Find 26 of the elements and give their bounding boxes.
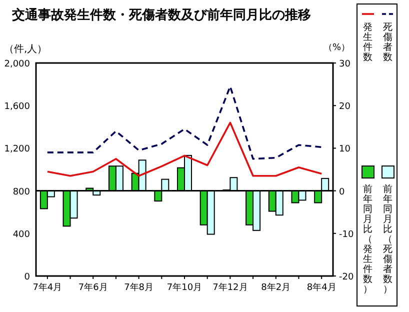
y2-tick-label: 10 — [339, 144, 351, 155]
x-tick-label: 7年6月 — [78, 282, 108, 293]
x-tick-label: 7年12月 — [212, 282, 248, 293]
text: 前年同月比（死傷者数） — [383, 184, 393, 295]
y-tick-label: 1,200 — [4, 144, 30, 155]
y-tick-label: 1,600 — [4, 102, 30, 112]
y-tick-label: 0 — [24, 272, 30, 282]
y2-tick-label: 20 — [339, 102, 351, 112]
x-tick-label: 8年4月 — [306, 282, 336, 293]
chart-title: 交通事故発生件数・死傷者数及び前年同月比の推移 — [11, 7, 311, 23]
y-tick-label: 400 — [12, 230, 30, 240]
y2-tick-label: -20 — [339, 272, 354, 282]
y-tick-label: 2,000 — [4, 60, 30, 70]
x-tick-label: 7年8月 — [124, 282, 154, 293]
y-axis-title: （件,人） — [4, 44, 48, 55]
text: 前年同月比（発生件数） — [363, 184, 373, 295]
x-tick-label: 7年4月 — [32, 282, 62, 293]
x-tick-label: 8年2月 — [261, 282, 291, 293]
y2-tick-label: -10 — [339, 230, 354, 240]
y2-tick-label: 30 — [339, 60, 351, 70]
y2-tick-label: 0 — [339, 187, 345, 198]
legend-label: 発生件数 — [363, 22, 373, 63]
y2-axis-title: （%） — [323, 43, 350, 53]
y-tick-label: 800 — [12, 187, 30, 198]
legend-label: 死傷者数 — [383, 22, 393, 63]
x-tick-label: 7年10月 — [166, 282, 202, 293]
